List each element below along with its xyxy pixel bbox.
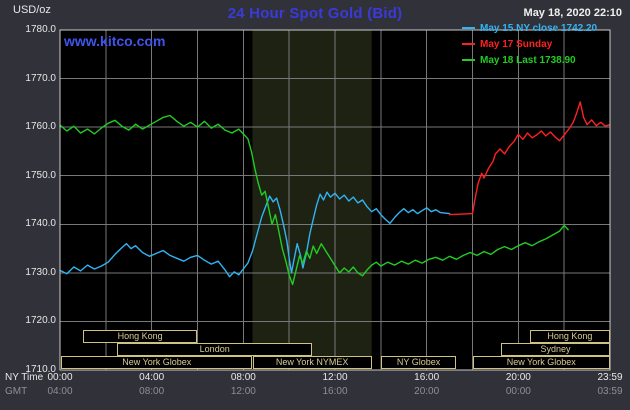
chart-title: 24 Hour Spot Gold (Bid)	[227, 5, 403, 22]
y-axis-tick-label: 1760.0	[25, 121, 56, 133]
x-axis-gmt-tick-label: 04:00	[47, 386, 73, 397]
legend-color-dash	[462, 27, 475, 29]
legend-item-may15: May 15 NY close 1742.20	[462, 20, 597, 36]
x-axis-ny-tick-label: 12:00	[322, 372, 348, 383]
legend-label: May 15 NY close 1742.20	[480, 22, 598, 34]
y-axis-tick-label: 1780.0	[25, 24, 56, 35]
legend-label: May 18 Last 1738.90	[480, 54, 576, 66]
y-axis-tick-label: 1770.0	[25, 72, 56, 84]
y-axis-tick-label: 1720.0	[25, 315, 56, 327]
session-box-ny-globex: NY Globex	[380, 356, 457, 369]
ny-time-axis-caption: NY Time	[5, 372, 44, 383]
series-line-may17	[448, 101, 611, 216]
session-box-hong-kong: Hong Kong	[82, 330, 198, 343]
series-line-may15	[59, 191, 451, 278]
session-box-new-york-nymex: New York NYMEX	[252, 356, 372, 369]
chart-datetime: May 18, 2020 22:10	[523, 7, 622, 19]
x-axis-gmt-tick-label: 08:00	[139, 386, 165, 397]
session-box-new-york-globex: New York Globex	[61, 356, 253, 369]
y-axis-tick-label: 1740.0	[25, 218, 56, 230]
x-axis-ny-tick-label: 00:00	[47, 372, 73, 383]
gmt-axis-caption: GMT	[5, 386, 28, 397]
legend: May 15 NY close 1742.20 May 17 Sunday May …	[462, 20, 597, 68]
x-axis-ny-tick-label: 08:00	[230, 372, 256, 383]
kitco-watermark-link[interactable]: www.kitco.com	[64, 33, 166, 49]
legend-label: May 17 Sunday	[480, 38, 553, 50]
x-axis-gmt-tick-label: 03:59	[597, 386, 623, 397]
series-line-may18	[59, 114, 569, 286]
legend-color-dash	[462, 43, 475, 45]
session-box-london: London	[117, 343, 313, 356]
y-axis-tick-label: 1710.0	[25, 364, 56, 375]
session-box-hong-kong: Hong Kong	[529, 330, 610, 343]
x-axis-ny-tick-label: 04:00	[139, 372, 165, 383]
y-axis-unit-label: USD/oz	[13, 4, 51, 16]
x-axis-gmt-tick-label: 16:00	[322, 386, 348, 397]
session-box-sydney: Sydney	[501, 343, 610, 356]
plot-frame	[59, 29, 611, 371]
nymex-session-band	[252, 30, 372, 370]
legend-item-may18: May 18 Last 1738.90	[462, 52, 597, 68]
y-axis-tick-label: 1730.0	[25, 266, 56, 278]
legend-item-may17: May 17 Sunday	[462, 36, 597, 52]
session-box-new-york-globex: New York Globex	[472, 356, 610, 369]
x-axis-gmt-tick-label: 00:00	[505, 386, 531, 397]
x-axis-ny-tick-label: 16:00	[414, 372, 440, 383]
x-axis-ny-tick-label: 23:59	[597, 372, 623, 383]
y-axis-tick-label: 1750.0	[25, 169, 56, 181]
x-axis-gmt-tick-label: 20:00	[414, 386, 440, 397]
x-axis-ny-tick-label: 20:00	[505, 372, 531, 383]
x-axis-gmt-tick-label: 12:00	[230, 386, 256, 397]
legend-color-dash	[462, 59, 475, 61]
